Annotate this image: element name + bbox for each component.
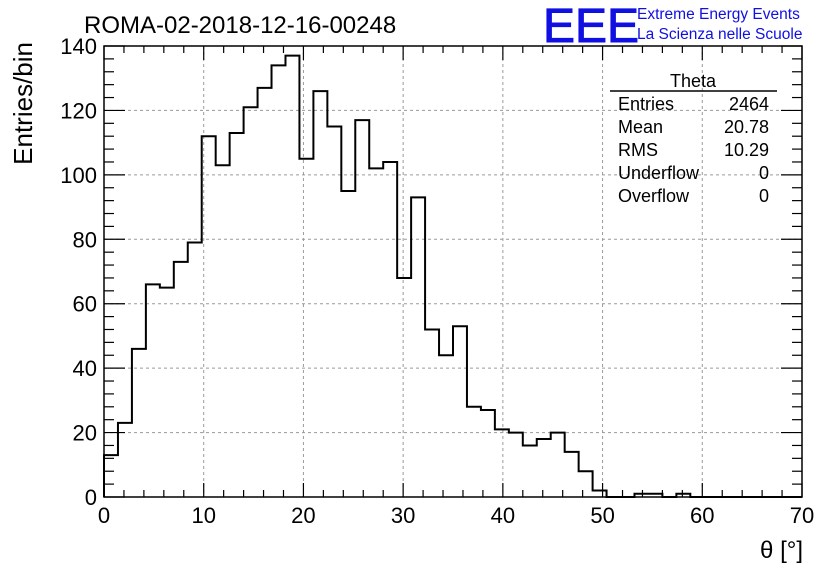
x-tick-label-0: 0: [98, 503, 110, 528]
y-tick-label-0: 0: [85, 485, 97, 510]
x-axis-label: θ [°]: [760, 537, 803, 564]
y-tick-label-7: 140: [60, 34, 97, 59]
x-tick-label-4: 40: [491, 503, 515, 528]
stats-box-name: Theta: [670, 71, 717, 91]
eee-logo-mark: EEE: [543, 0, 639, 53]
stats-value-2: 10.29: [724, 140, 769, 160]
stats-box: Theta Entries 2464 Mean 20.78 RMS 10.29 Underf…: [610, 71, 777, 206]
x-tick-label-7: 70: [790, 503, 814, 528]
y-axis-label: Entries/bin: [8, 42, 38, 165]
x-tick-label-1: 10: [191, 503, 215, 528]
y-tick-label-5: 100: [60, 163, 97, 188]
y-tick-label-2: 40: [73, 356, 97, 381]
x-tick-label-6: 60: [690, 503, 714, 528]
grid: [104, 46, 802, 497]
stats-label-2: RMS: [618, 140, 658, 160]
y-tick-label-6: 120: [60, 98, 97, 123]
stats-label-3: Underflow: [618, 163, 700, 183]
histogram-line: [103, 54, 802, 498]
stats-value-4: 0: [759, 186, 769, 206]
stats-label-1: Mean: [618, 117, 663, 137]
stats-value-0: 2464: [729, 94, 769, 114]
x-tick-labels: 0 10 20 30 40 50 60 70: [98, 503, 814, 528]
x-tick-label-3: 30: [391, 503, 415, 528]
chart-title: ROMA-02-2018-12-16-00248: [84, 12, 396, 39]
eee-logo-line2: La Scienza nelle Scuole: [637, 26, 802, 43]
eee-logo: EEE Extreme Energy Events La Scienza nel…: [543, 0, 803, 54]
eee-logo-line1: Extreme Energy Events: [637, 6, 800, 23]
stats-label-4: Overflow: [618, 186, 690, 206]
stats-value-3: 0: [759, 163, 769, 183]
y-tick-label-1: 20: [73, 421, 97, 446]
x-tick-label-2: 20: [291, 503, 315, 528]
x-tick-label-5: 50: [590, 503, 614, 528]
plot-frame: [103, 45, 803, 498]
axis-ticks: [103, 45, 803, 498]
y-tick-labels: 0 20 40 60 80 100 120 140: [60, 34, 97, 510]
y-tick-label-3: 60: [73, 292, 97, 317]
stats-value-1: 20.78: [724, 117, 769, 137]
y-tick-label-4: 80: [73, 227, 97, 252]
stats-label-0: Entries: [618, 94, 674, 114]
